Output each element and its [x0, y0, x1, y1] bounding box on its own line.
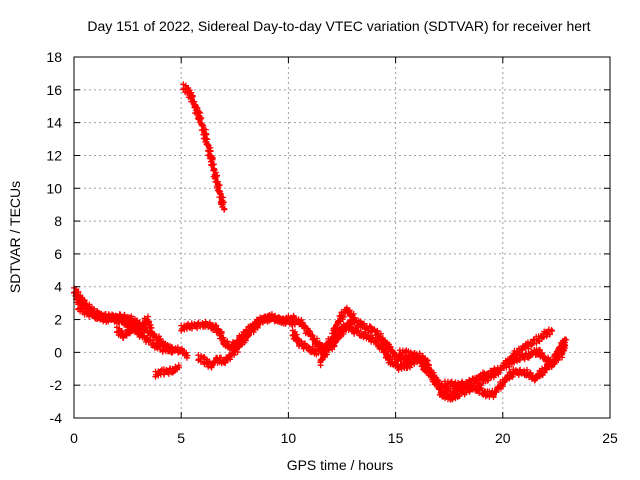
data-point-segment — [506, 352, 523, 370]
plot-frame — [73, 56, 611, 419]
y-tick-label: 2 — [54, 312, 62, 328]
y-tick-label: 0 — [54, 344, 62, 360]
data-point-segment — [554, 339, 568, 354]
data-series — [75, 301, 155, 332]
y-tick-label: -2 — [50, 377, 63, 393]
data-point — [221, 206, 228, 213]
data-point-segment — [541, 326, 555, 340]
data-point-segment — [195, 109, 209, 138]
data-point-segment — [405, 348, 420, 362]
data-point-segment — [376, 340, 395, 366]
data-point — [137, 331, 144, 338]
data-series — [195, 311, 421, 371]
grid-lines — [74, 57, 610, 418]
data-series — [506, 339, 568, 371]
data-point-segment — [484, 365, 501, 379]
x-tick-label: 0 — [70, 430, 78, 446]
data-point-segment — [430, 374, 446, 398]
chart-title: Day 151 of 2022, Sidereal Day-to-day VTE… — [87, 18, 590, 34]
data-point-segment — [421, 356, 438, 383]
data-point-segment — [213, 181, 228, 213]
data-point-segment — [521, 366, 538, 383]
y-tick-label: 16 — [46, 82, 62, 98]
data-point-segment — [413, 350, 429, 366]
data-point-segment — [201, 354, 214, 370]
data-point — [561, 339, 568, 346]
data-point — [549, 328, 556, 335]
axis-ticks: 0 5 10 15 20 25 -4 -2 0 2 4 6 8 10 12 14 16 18 — [46, 49, 618, 446]
y-tick-label: 14 — [46, 115, 62, 131]
x-tick-label: 5 — [177, 430, 185, 446]
y-tick-label: 6 — [54, 246, 62, 262]
y-axis-label: SDTVAR / TECUs — [7, 181, 23, 293]
y-tick-label: 8 — [54, 213, 62, 229]
y-tick-label: 10 — [46, 180, 62, 196]
y-tick-label: 4 — [54, 279, 62, 295]
data-series — [113, 321, 144, 341]
y-tick-label: -4 — [50, 410, 63, 426]
x-tick-label: 15 — [388, 430, 404, 446]
data-series — [441, 365, 502, 391]
y-tick-label: 18 — [46, 49, 62, 65]
data-point-segment — [132, 321, 144, 339]
data-point-segment — [441, 378, 458, 390]
data-point — [495, 367, 502, 374]
data-series — [152, 362, 183, 380]
data-points — [71, 81, 570, 403]
data-point — [351, 314, 358, 321]
data-point-segment — [305, 330, 324, 353]
data-point-segment — [499, 369, 517, 388]
x-axis-label: GPS time / hours — [287, 457, 394, 473]
x-tick-label: 25 — [602, 430, 618, 446]
data-point — [184, 352, 191, 359]
data-series — [180, 81, 228, 213]
data-point-segment — [387, 356, 403, 371]
x-tick-label: 20 — [495, 430, 511, 446]
data-point-segment — [340, 321, 355, 334]
data-point-segment — [531, 364, 548, 384]
data-point-segment — [548, 345, 562, 370]
y-tick-label: 12 — [46, 147, 62, 163]
x-tick-label: 10 — [281, 430, 297, 446]
data-point-segment — [317, 346, 330, 369]
data-point — [148, 324, 155, 331]
data-point — [176, 364, 183, 371]
data-series — [73, 291, 178, 356]
data-point — [171, 347, 178, 354]
